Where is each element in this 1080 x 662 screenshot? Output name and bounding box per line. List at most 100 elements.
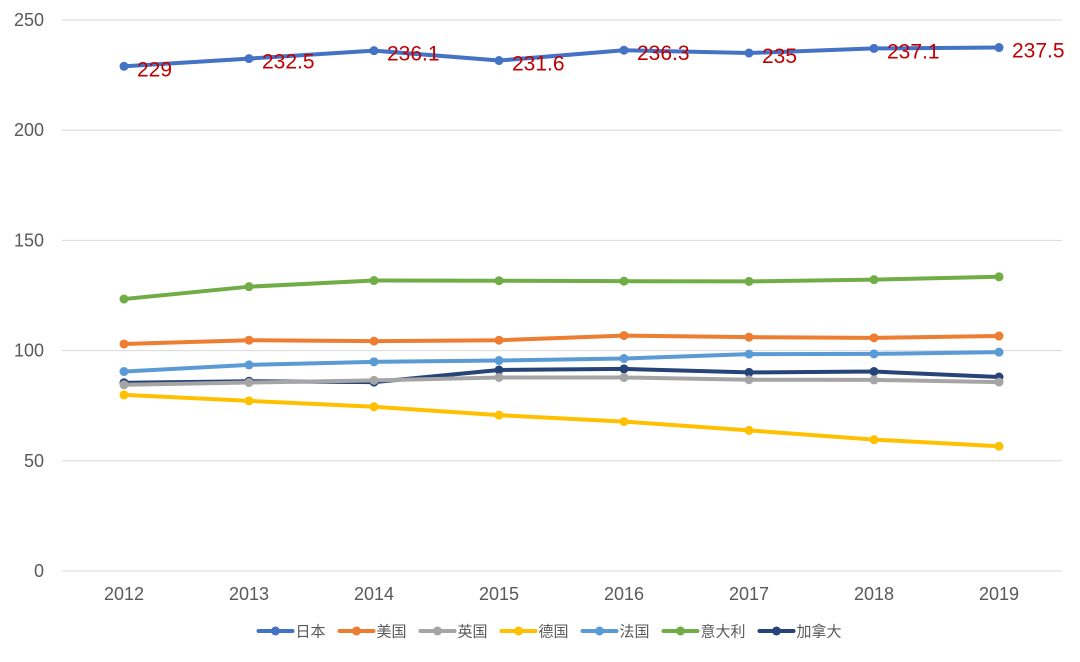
data-point <box>619 276 629 286</box>
series-line <box>122 45 1001 69</box>
data-point <box>744 367 754 377</box>
data-point <box>619 331 629 341</box>
data-point <box>619 417 629 427</box>
data-label: 237.5 <box>1012 40 1065 63</box>
x-tick-label: 2013 <box>229 584 269 604</box>
gridlines <box>62 19 1062 572</box>
legend-swatch-marker <box>772 626 781 636</box>
legend-swatch-marker <box>271 626 280 636</box>
data-label: 235 <box>762 45 797 68</box>
data-point <box>994 441 1004 451</box>
data-point <box>619 372 629 382</box>
x-tick-label: 2015 <box>479 584 519 604</box>
series-德国 <box>119 390 1004 451</box>
data-point <box>369 336 379 346</box>
data-point <box>744 425 754 435</box>
data-label: 236.3 <box>637 42 690 65</box>
data-point <box>494 276 504 286</box>
data-point <box>119 61 129 71</box>
legend-label: 德国 <box>539 623 569 641</box>
y-tick-label: 250 <box>14 10 44 30</box>
data-label: 236.1 <box>387 43 440 66</box>
data-point <box>744 332 754 342</box>
data-point <box>994 43 1004 53</box>
legend-label: 意大利 <box>701 623 746 641</box>
y-tick-label: 50 <box>24 451 44 471</box>
legend-swatch-marker <box>595 626 604 636</box>
y-tick-label: 200 <box>14 120 44 140</box>
legend-item-德国: 德国 <box>499 623 569 641</box>
data-point <box>494 335 504 345</box>
data-point <box>869 349 879 359</box>
data-point <box>244 378 254 388</box>
series-line <box>122 274 1001 302</box>
data-point <box>244 396 254 406</box>
legend-item-美国: 美国 <box>337 624 407 641</box>
legend-label: 日本 <box>296 624 326 641</box>
x-tick-label: 2017 <box>729 584 769 604</box>
data-point <box>869 435 879 445</box>
data-point <box>494 56 504 66</box>
legend-swatch-marker <box>352 626 361 636</box>
legend-item-英国: 英国 <box>418 623 488 641</box>
data-point <box>619 364 629 374</box>
data-point <box>494 372 504 382</box>
series-英国 <box>119 372 1004 390</box>
data-point <box>494 356 504 366</box>
data-label: 232.5 <box>262 51 315 74</box>
y-tick-label: 100 <box>14 341 44 361</box>
x-tick-label: 2014 <box>354 584 394 604</box>
data-point <box>994 331 1004 341</box>
data-point <box>869 43 879 53</box>
data-point <box>744 349 754 359</box>
legend-item-日本: 日本 <box>256 624 326 641</box>
data-point <box>494 365 504 375</box>
data-point <box>619 354 629 364</box>
legend-item-意大利: 意大利 <box>661 623 746 641</box>
data-point <box>244 360 254 370</box>
data-point <box>869 275 879 285</box>
data-point <box>869 367 879 377</box>
legend-label: 英国 <box>458 623 488 641</box>
data-point <box>119 367 129 377</box>
legend: 日本 美国 英国 德国 法国 意大利 加拿大 <box>256 623 842 641</box>
series-法国 <box>119 347 1004 377</box>
data-point <box>244 335 254 345</box>
series-意大利 <box>119 272 1004 304</box>
data-point <box>619 45 629 55</box>
legend-swatch-marker <box>433 626 442 636</box>
y-tick-label: 0 <box>34 561 44 581</box>
series-日本 <box>119 43 1004 71</box>
data-point <box>244 54 254 64</box>
x-tick-label: 2016 <box>604 584 644 604</box>
data-point <box>369 357 379 367</box>
data-point <box>869 333 879 343</box>
data-label: 229 <box>137 58 172 81</box>
series-line <box>122 375 1001 387</box>
series-美国 <box>119 331 1004 349</box>
series-line <box>122 333 1001 346</box>
x-tick-label: 2018 <box>854 584 894 604</box>
data-label: 231.6 <box>512 53 565 76</box>
data-label: 237.1 <box>887 40 940 63</box>
data-point <box>119 390 129 400</box>
data-point <box>369 46 379 56</box>
legend-label: 加拿大 <box>797 623 842 641</box>
data-point <box>994 347 1004 357</box>
data-point <box>119 294 129 304</box>
legend-swatch-marker <box>676 626 685 636</box>
data-point <box>869 375 879 385</box>
data-point <box>244 282 254 292</box>
legend-label: 美国 <box>377 624 407 641</box>
data-point <box>744 48 754 58</box>
series-lines <box>119 43 1004 451</box>
legend-swatch-marker <box>514 626 523 636</box>
y-tick-label: 150 <box>14 230 44 250</box>
x-axis-tick-labels: 2012 2013 2014 2015 2016 2017 2018 2019 <box>104 584 1019 604</box>
data-point <box>494 410 504 420</box>
data-point <box>994 272 1004 282</box>
legend-label: 法国 <box>620 624 650 641</box>
legend-item-加拿大: 加拿大 <box>757 623 842 641</box>
legend-item-法国: 法国 <box>580 624 650 641</box>
